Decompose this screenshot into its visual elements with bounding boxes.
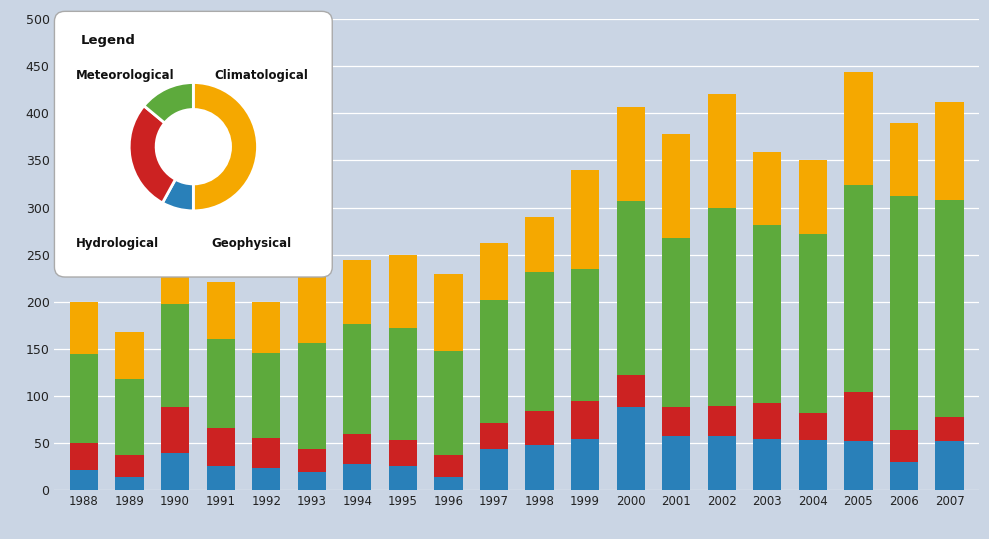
Bar: [116, 379, 143, 455]
Bar: [434, 274, 463, 351]
Bar: [662, 238, 690, 407]
Bar: [662, 436, 690, 490]
Bar: [616, 201, 645, 375]
Bar: [890, 123, 918, 196]
Bar: [116, 478, 143, 490]
Bar: [343, 260, 372, 324]
Bar: [298, 245, 326, 343]
Bar: [799, 413, 827, 440]
Bar: [616, 107, 645, 201]
Bar: [434, 351, 463, 455]
Bar: [799, 160, 827, 234]
Bar: [571, 269, 599, 401]
Bar: [662, 407, 690, 436]
Bar: [525, 445, 554, 490]
Bar: [707, 94, 736, 208]
Bar: [936, 441, 963, 490]
Bar: [343, 434, 372, 464]
Bar: [754, 403, 781, 439]
Bar: [571, 170, 599, 269]
Bar: [480, 423, 508, 449]
Bar: [799, 234, 827, 413]
Text: Hydrological: Hydrological: [75, 237, 158, 250]
Wedge shape: [130, 106, 175, 203]
Bar: [845, 72, 872, 185]
Bar: [616, 407, 645, 490]
Text: Legend: Legend: [81, 34, 135, 47]
Bar: [207, 282, 234, 338]
Bar: [707, 405, 736, 436]
Bar: [389, 440, 417, 466]
Text: Meteorological: Meteorological: [75, 69, 174, 82]
Bar: [890, 196, 918, 430]
Bar: [936, 417, 963, 441]
Bar: [480, 449, 508, 490]
Bar: [207, 428, 234, 466]
Bar: [707, 436, 736, 490]
FancyBboxPatch shape: [54, 11, 332, 277]
Wedge shape: [193, 82, 257, 211]
Bar: [252, 468, 280, 490]
Bar: [662, 134, 690, 238]
Bar: [890, 430, 918, 462]
Bar: [298, 449, 326, 472]
Bar: [707, 208, 736, 405]
Bar: [70, 302, 98, 354]
Bar: [799, 440, 827, 490]
Bar: [571, 401, 599, 439]
Bar: [161, 221, 189, 304]
Bar: [252, 302, 280, 353]
Bar: [616, 375, 645, 407]
Bar: [298, 343, 326, 449]
Bar: [480, 300, 508, 423]
Bar: [525, 272, 554, 411]
Bar: [207, 466, 234, 490]
Bar: [754, 225, 781, 403]
Bar: [754, 439, 781, 490]
Bar: [389, 255, 417, 328]
Bar: [936, 102, 963, 200]
Bar: [252, 353, 280, 438]
Bar: [161, 303, 189, 407]
Bar: [252, 438, 280, 468]
Text: Geophysical: Geophysical: [212, 237, 292, 250]
Bar: [70, 469, 98, 490]
Bar: [434, 455, 463, 478]
Bar: [389, 466, 417, 490]
Bar: [70, 354, 98, 443]
Bar: [116, 332, 143, 379]
Bar: [845, 441, 872, 490]
Bar: [571, 439, 599, 490]
Bar: [343, 464, 372, 490]
Wedge shape: [162, 179, 193, 211]
Bar: [207, 338, 234, 428]
Bar: [161, 453, 189, 490]
Bar: [116, 455, 143, 478]
Bar: [845, 185, 872, 392]
Bar: [890, 462, 918, 490]
Wedge shape: [144, 82, 194, 123]
Text: Climatological: Climatological: [215, 69, 309, 82]
Bar: [70, 443, 98, 469]
Bar: [434, 478, 463, 490]
Bar: [161, 407, 189, 453]
Bar: [298, 472, 326, 490]
Bar: [389, 328, 417, 440]
Bar: [754, 152, 781, 225]
Bar: [480, 244, 508, 300]
Bar: [845, 392, 872, 441]
Bar: [525, 217, 554, 272]
Bar: [525, 411, 554, 445]
Bar: [936, 200, 963, 417]
Bar: [343, 324, 372, 434]
